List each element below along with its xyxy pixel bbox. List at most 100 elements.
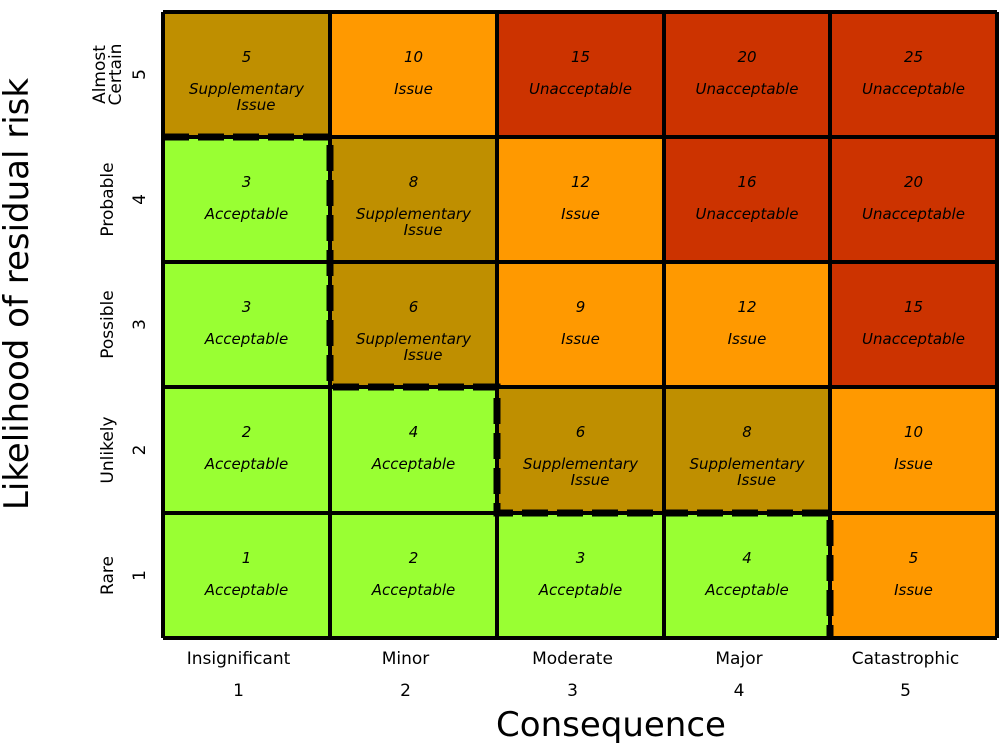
likelihood-number: 4 <box>130 194 150 205</box>
risk-level-label: Acceptable <box>704 581 789 599</box>
risk-score: 8 <box>409 173 419 191</box>
risk-cell <box>497 513 664 638</box>
risk-cell <box>330 12 497 137</box>
risk-level-label: Acceptable <box>371 581 456 599</box>
risk-cell <box>664 262 830 387</box>
risk-level-label: Issue <box>894 455 933 473</box>
risk-score: 6 <box>409 298 419 316</box>
consequence-number: 5 <box>900 681 911 701</box>
risk-level-label: Issue <box>561 330 600 348</box>
likelihood-name-group: Probable <box>98 162 118 236</box>
consequence-name: Major <box>715 649 762 669</box>
risk-cell <box>330 137 497 262</box>
risk-score: 4 <box>742 549 752 567</box>
risk-level-label: Supplementary Issue <box>356 205 472 239</box>
risk-level-label: Issue <box>728 330 767 348</box>
risk-level-label: Unacceptable <box>696 80 799 98</box>
risk-score: 2 <box>242 423 252 441</box>
risk-score: 5 <box>909 549 919 567</box>
risk-cell <box>163 513 330 638</box>
risk-cell <box>163 262 330 387</box>
likelihood-number-group: 3 <box>130 319 150 330</box>
risk-cell <box>163 137 330 262</box>
risk-level-label: Acceptable <box>204 330 289 348</box>
risk-cell <box>163 12 330 137</box>
risk-level-label: Acceptable <box>538 581 623 599</box>
risk-score: 10 <box>404 48 423 66</box>
consequence-name: Insignificant <box>187 649 291 669</box>
risk-cell <box>664 387 830 513</box>
risk-score: 15 <box>904 298 923 316</box>
likelihood-number-group: 2 <box>130 445 150 456</box>
risk-level-label: Issue <box>394 80 433 98</box>
likelihood-name: Unlikely <box>98 416 118 483</box>
risk-cell <box>830 262 997 387</box>
risk-score: 12 <box>571 173 590 191</box>
risk-cell <box>497 387 664 513</box>
risk-score: 5 <box>242 48 252 66</box>
consequence-number: 3 <box>567 681 578 701</box>
risk-score: 15 <box>571 48 590 66</box>
risk-score: 16 <box>737 173 756 191</box>
risk-score: 9 <box>576 298 586 316</box>
risk-score: 1 <box>242 549 252 567</box>
risk-level-label: Supplementary Issue <box>690 455 806 489</box>
risk-level-label: Unacceptable <box>696 205 799 223</box>
risk-cell <box>163 387 330 513</box>
likelihood-number: 2 <box>130 445 150 456</box>
likelihood-number-group: 5 <box>130 69 150 80</box>
likelihood-labels: AlmostCertain 5 Probable 4 Possible 3 Unlikely… <box>90 44 150 595</box>
risk-cell <box>330 387 497 513</box>
consequence-number: 4 <box>734 681 745 701</box>
likelihood-name-group: Rare <box>98 556 118 595</box>
risk-cell <box>330 262 497 387</box>
risk-cell <box>664 137 830 262</box>
likelihood-number: 1 <box>130 570 150 581</box>
consequence-number: 1 <box>233 681 244 701</box>
risk-cell <box>830 513 997 638</box>
risk-score: 20 <box>737 48 756 66</box>
risk-cell <box>330 513 497 638</box>
risk-cell <box>830 387 997 513</box>
likelihood-number-group: 4 <box>130 194 150 205</box>
likelihood-name: Rare <box>98 556 118 595</box>
risk-cell <box>497 137 664 262</box>
likelihood-name: Possible <box>98 290 118 358</box>
risk-level-label: Unacceptable <box>862 80 965 98</box>
risk-score: 2 <box>409 549 419 567</box>
risk-score: 6 <box>576 423 586 441</box>
risk-cell <box>664 12 830 137</box>
likelihood-number: 5 <box>130 69 150 80</box>
boundary-line <box>163 133 834 638</box>
risk-score: 8 <box>742 423 752 441</box>
likelihood-name: Probable <box>98 162 118 236</box>
risk-level-label: Unacceptable <box>862 205 965 223</box>
risk-cell <box>830 137 997 262</box>
risk-cell <box>830 12 997 137</box>
risk-level-label: Acceptable <box>204 205 289 223</box>
risk-cell <box>664 513 830 638</box>
risk-score: 12 <box>737 298 756 316</box>
risk-score: 3 <box>242 298 252 316</box>
risk-level-label: Issue <box>894 581 933 599</box>
risk-level-label: Acceptable <box>204 455 289 473</box>
acceptable-boundary <box>163 133 834 638</box>
consequence-name: Moderate <box>532 649 613 669</box>
likelihood-number: 3 <box>130 319 150 330</box>
consequence-labels: Insignificant 1 Minor 2 Moderate 3 Major 4 Catas… <box>187 649 960 701</box>
y-axis-title: Likelihood of residual risk <box>0 78 37 510</box>
risk-score: 10 <box>904 423 923 441</box>
risk-score: 20 <box>904 173 923 191</box>
risk-level-label: Unacceptable <box>862 330 965 348</box>
risk-level-label: Acceptable <box>371 455 456 473</box>
consequence-name: Minor <box>382 649 430 669</box>
consequence-number: 2 <box>400 681 411 701</box>
risk-score: 3 <box>242 173 252 191</box>
risk-cell <box>497 12 664 137</box>
risk-cell <box>497 262 664 387</box>
risk-level-label: Supplementary Issue <box>523 455 639 489</box>
risk-level-label: Acceptable <box>204 581 289 599</box>
risk-score: 25 <box>904 48 923 66</box>
risk-score: 3 <box>576 549 586 567</box>
